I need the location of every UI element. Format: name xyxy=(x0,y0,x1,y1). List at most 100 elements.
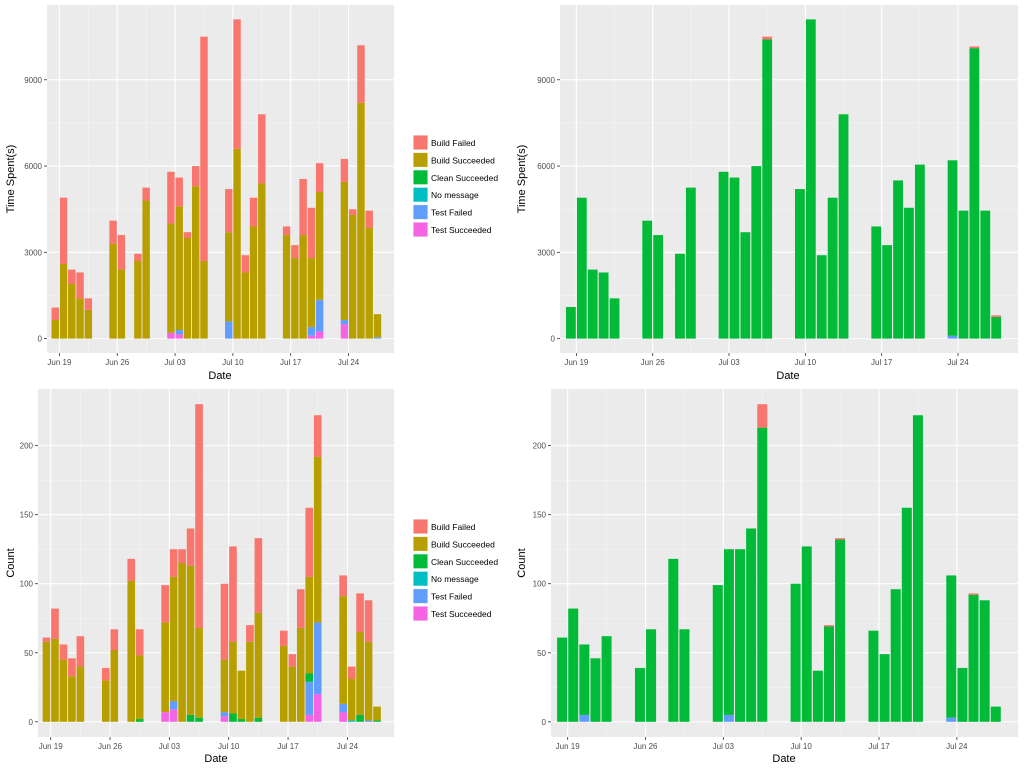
bar-segment-build-failed xyxy=(313,415,322,457)
bar-segment-build-failed xyxy=(68,658,76,677)
bar-segment-build-succeeded xyxy=(313,456,322,623)
bar-segment-build-failed xyxy=(51,608,59,639)
bar-segment-build-failed xyxy=(135,629,144,656)
y-tick-label: 6000 xyxy=(24,162,42,171)
bar-segment-build-failed xyxy=(102,667,110,681)
legend-label: Test Failed xyxy=(431,592,472,602)
bar-segment-clean-succeeded xyxy=(729,177,740,339)
bar-segment-clean-succeeded xyxy=(904,207,914,339)
bar-segment-build-failed xyxy=(288,654,297,667)
bar-segment-build-failed xyxy=(340,158,349,182)
bar-segment-clean-succeeded xyxy=(801,546,812,722)
bar-segment-clean-succeeded xyxy=(634,667,645,722)
bar-segment-build-failed xyxy=(229,546,237,642)
x-tick-label: Jul 03 xyxy=(159,742,181,751)
plot-background xyxy=(38,389,394,737)
legend-label: Build Failed xyxy=(431,138,476,148)
bar-segment-clean-succeeded xyxy=(958,210,969,339)
bar-segment-build-failed xyxy=(835,538,846,540)
bar-segment-clean-succeeded xyxy=(823,626,834,722)
y-tick-label: 100 xyxy=(20,580,34,589)
bar-segment-build-succeeded xyxy=(357,102,365,339)
bar-segment-build-succeeded xyxy=(192,186,200,339)
bar-segment-test-failed xyxy=(175,329,183,335)
bar-segment-clean-succeeded xyxy=(373,720,381,722)
bar-segment-build-succeeded xyxy=(373,314,382,338)
bar-segment-build-failed xyxy=(762,36,773,40)
y-tick-label: 0 xyxy=(38,335,43,344)
bar-segment-test-succeeded xyxy=(167,332,175,339)
bar-segment-build-succeeded xyxy=(291,258,299,339)
bar-segment-build-succeeded xyxy=(254,612,263,718)
bar-segment-clean-succeeded xyxy=(980,210,991,339)
bar-segment-build-failed xyxy=(991,315,1002,318)
bar-segment-build-succeeded xyxy=(288,666,297,722)
bar-segment-clean-succeeded xyxy=(712,585,723,722)
bar-segment-clean-succeeded xyxy=(790,583,801,722)
bar-segment-clean-succeeded xyxy=(237,719,246,722)
bar-segment-build-succeeded xyxy=(42,641,51,722)
bar-segment-build-failed xyxy=(117,235,126,270)
bar-segment-build-failed xyxy=(233,19,241,149)
bar-segment-build-succeeded xyxy=(102,680,110,722)
bar-segment-clean-succeeded xyxy=(912,415,923,722)
bar-segment-build-succeeded xyxy=(161,622,169,713)
x-tick-label: Jul 17 xyxy=(280,358,302,367)
bar-segment-clean-succeeded xyxy=(762,39,773,339)
bar-segment-clean-succeeded xyxy=(890,589,901,722)
bar-segment-test-failed xyxy=(307,327,316,336)
bar-segment-clean-succeeded xyxy=(668,558,679,722)
bar-segment-clean-succeeded xyxy=(901,507,912,722)
bar-segment-clean-succeeded xyxy=(795,189,805,339)
bar-segment-build-failed xyxy=(969,46,980,49)
bar-segment-clean-succeeded xyxy=(598,272,609,339)
bar-segment-build-succeeded xyxy=(76,298,84,339)
bar-segment-clean-succeeded xyxy=(723,549,734,715)
bar-segment-build-failed xyxy=(51,307,59,320)
bar-segment-build-failed xyxy=(254,538,263,613)
y-tick-label: 3000 xyxy=(24,248,42,257)
bar-segment-build-succeeded xyxy=(59,659,68,722)
bar-segment-build-failed xyxy=(307,207,316,259)
bar-segment-build-succeeded xyxy=(356,632,364,715)
bar-segment-clean-succeeded xyxy=(557,637,568,722)
bar-segment-test-succeeded xyxy=(315,331,324,339)
bar-segment-clean-succeeded xyxy=(601,636,612,722)
bar-segment-clean-succeeded xyxy=(893,180,903,339)
bar-segment-build-succeeded xyxy=(169,576,178,702)
y-tick-label: 50 xyxy=(537,649,546,658)
x-tick-label: Jul 17 xyxy=(868,742,890,751)
x-axis-title: Date xyxy=(204,753,227,765)
bar-segment-build-failed xyxy=(220,583,229,660)
bar-segment-clean-succeeded xyxy=(568,608,579,722)
x-axis-title: Date xyxy=(208,370,231,382)
bar-segment-clean-succeeded xyxy=(675,253,685,339)
y-axis-title: Time Spent(s) xyxy=(516,145,528,214)
bar-segment-build-succeeded xyxy=(167,223,175,333)
x-tick-label: Jun 26 xyxy=(105,358,130,367)
bar-segment-test-succeeded xyxy=(161,712,169,722)
bar-segment-clean-succeeded xyxy=(576,197,587,339)
legend-label: Test Succeeded xyxy=(431,609,492,619)
x-tick-label: Jul 10 xyxy=(790,742,812,751)
panel-count-right: 0 50 100 150 200 Jun 19 Jun 26 Jul 03 Jul 10 Jul … xyxy=(516,389,1018,765)
bar-segment-clean-succeeded xyxy=(746,528,757,722)
bar-segment-clean-succeeded xyxy=(135,719,144,722)
bar-segment-test-failed xyxy=(313,622,322,695)
legend-swatch xyxy=(413,170,428,185)
bar-segment-build-failed xyxy=(305,507,314,577)
legend-swatch xyxy=(413,554,428,569)
bar-segment-clean-succeeded xyxy=(579,644,590,715)
bar-segment-build-failed xyxy=(356,593,364,633)
x-tick-label: Jul 17 xyxy=(871,358,893,367)
bar-segment-build-succeeded xyxy=(68,676,76,722)
bar-segment-build-failed xyxy=(348,209,357,215)
bar-segment-clean-succeeded xyxy=(646,629,657,722)
bar-segment-build-failed xyxy=(296,589,305,628)
bar-segment-build-failed xyxy=(258,114,266,184)
bar-segment-build-succeeded xyxy=(258,183,266,339)
x-tick-label: Jul 10 xyxy=(218,742,240,751)
bar-segment-build-succeeded xyxy=(134,260,142,339)
bar-segment-clean-succeeded xyxy=(805,19,816,339)
